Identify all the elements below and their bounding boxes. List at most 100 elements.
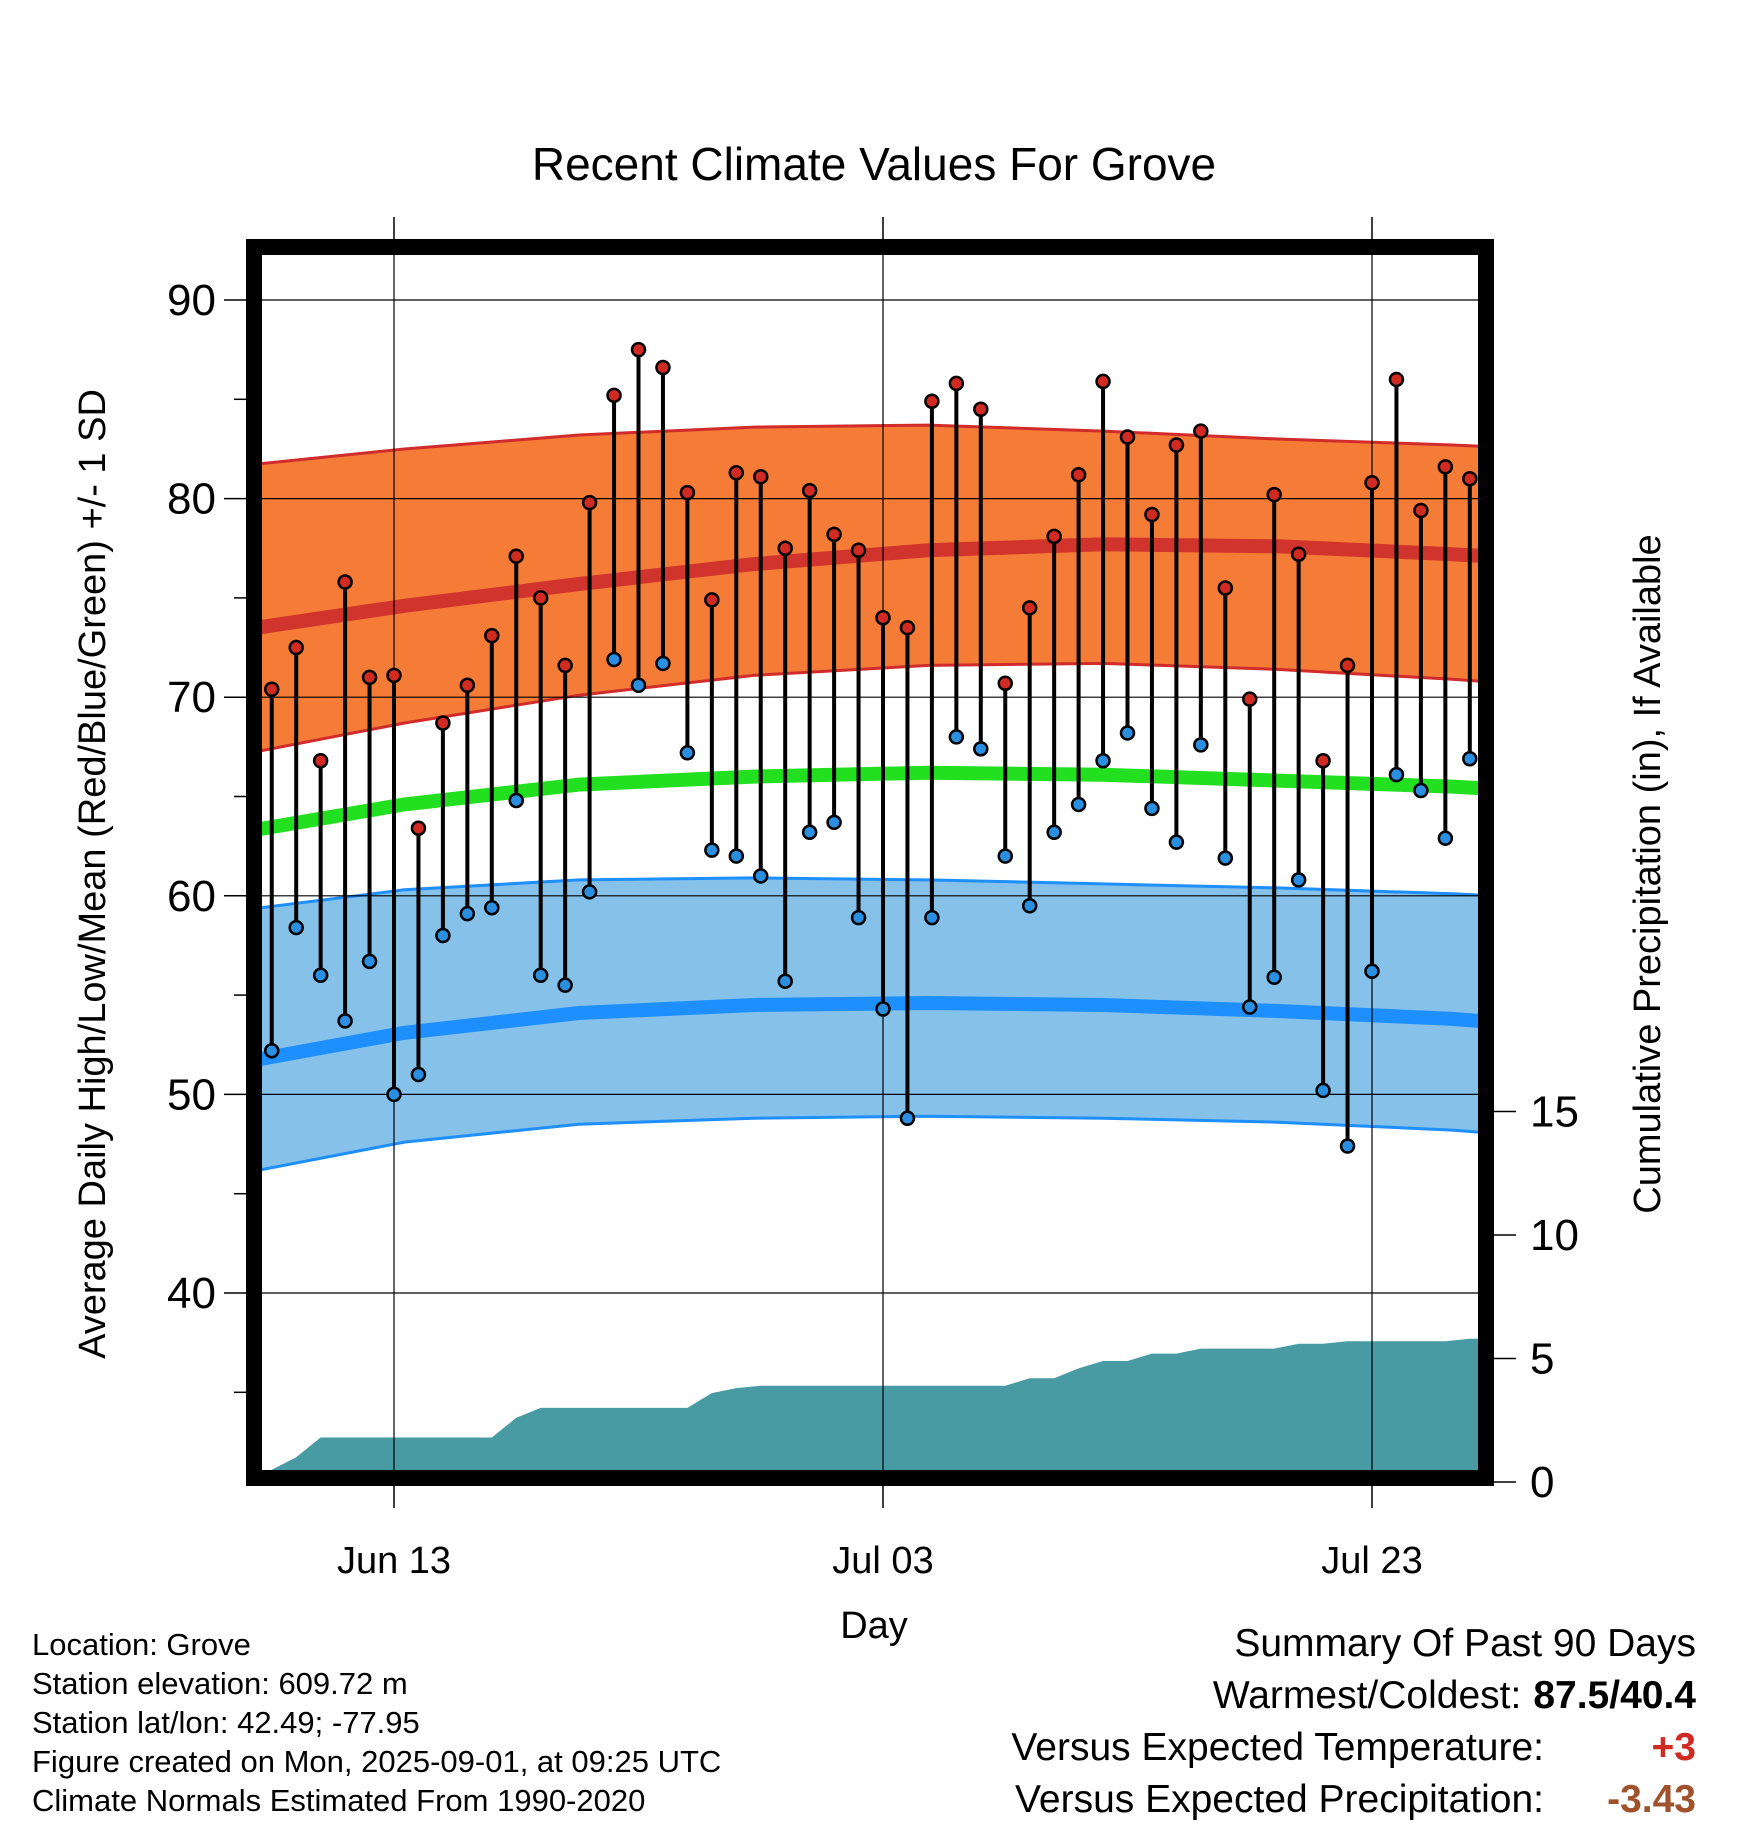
- daily-low-point: [264, 1042, 280, 1059]
- daily-high-point: [1217, 580, 1234, 596]
- daily-low-point: [459, 905, 476, 922]
- prcp-value: -3.43: [1607, 1778, 1696, 1821]
- location-text: Location: Grove: [32, 1627, 251, 1662]
- daily-low-point: [606, 651, 622, 668]
- daily-low-point: [1242, 999, 1258, 1015]
- daily-high-point: [1168, 437, 1185, 453]
- daily-low-point: [1683, 933, 1696, 946]
- normal-low-band-upper-edge: [254, 876, 1486, 911]
- daily-low-point: [924, 909, 940, 926]
- daily-low-point: [1437, 830, 1454, 846]
- daily-high-point: [557, 657, 573, 674]
- daily-high-point: [1683, 490, 1696, 503]
- daily-high-point: [361, 669, 378, 686]
- daily-high-point: [1437, 459, 1454, 475]
- daily-high-point: [1537, 438, 1550, 451]
- daily-low-point: [1144, 800, 1160, 817]
- daily-low-point: [361, 953, 378, 970]
- daily-low-point: [850, 909, 867, 926]
- daily-low-point: [1708, 812, 1721, 825]
- y2-tick-label: 15: [1530, 1088, 1579, 1137]
- daily-low-point: [484, 899, 500, 916]
- daily-low-point: [1168, 834, 1185, 850]
- daily-high-point: [1070, 467, 1087, 483]
- daily-high-point: [459, 677, 476, 694]
- daily-high-point: [655, 359, 671, 376]
- summary-heading: Summary Of Past 90 Days: [1234, 1622, 1696, 1665]
- daily-high-point: [973, 401, 989, 417]
- daily-high-point: [997, 675, 1013, 692]
- daily-low-point: [288, 919, 304, 936]
- daily-low-point: [1095, 753, 1111, 769]
- y-tick-label: 60: [167, 872, 216, 921]
- plot-frame: [246, 239, 1494, 1486]
- daily-low-point: [1290, 872, 1307, 888]
- x-tick-label: Jul 03: [832, 1540, 933, 1582]
- daily-low-point: [410, 1066, 427, 1083]
- daily-high-point: [484, 627, 500, 644]
- daily-low-point: [143, 1048, 156, 1061]
- daily-high-point: [386, 667, 402, 684]
- daily-high-point: [264, 681, 280, 698]
- daily-high-point: [581, 494, 598, 511]
- daily-high-point: [1561, 746, 1574, 759]
- daily-high-point: [948, 375, 965, 392]
- precip-area: [254, 1338, 1486, 1478]
- daily-high-point: [924, 393, 940, 410]
- x-tick-label: Jun 13: [337, 1540, 451, 1582]
- daily-high-point: [753, 469, 769, 485]
- warm-cold-label: Warmest/Coldest:: [1212, 1674, 1522, 1717]
- daily-high-point: [1315, 753, 1331, 769]
- temp-value: +3: [1651, 1726, 1696, 1769]
- latlon-text: Station lat/lon: 42.49; -77.95: [32, 1705, 420, 1740]
- daily-high-point: [410, 820, 427, 837]
- daily-high-point: [1021, 600, 1038, 616]
- x-tick-label: Jul 23: [1321, 1540, 1422, 1582]
- daily-low-point: [435, 927, 451, 944]
- daily-low-point: [948, 729, 965, 745]
- temp-label: Versus Expected Temperature:: [1011, 1726, 1544, 1769]
- daily-low-point: [1586, 1094, 1599, 1107]
- y-tick-label: 50: [167, 1070, 216, 1119]
- normal-mean-line: [254, 765, 1486, 838]
- daily-low-point: [875, 1001, 891, 1017]
- daily-high-point: [1242, 691, 1258, 707]
- daily-low-point: [1046, 824, 1062, 840]
- daily-low-point: [532, 967, 549, 983]
- daily-low-point: [704, 842, 720, 858]
- daily-high-point: [1388, 371, 1405, 388]
- daily-low-point: [655, 655, 671, 672]
- daily-high-point: [435, 715, 451, 731]
- daily-low-point: [1070, 796, 1087, 813]
- daily-high-point: [1095, 373, 1111, 390]
- warm-cold-value: 87.5/40.4: [1533, 1674, 1696, 1717]
- daily-low-point: [630, 677, 647, 694]
- daily-low-point: [1388, 766, 1405, 783]
- daily-high-point: [1046, 528, 1062, 545]
- created-text: Figure created on Mon, 2025-09-01, at 09…: [32, 1744, 722, 1779]
- summary-prcp: Versus Expected Precipitation: -3.43: [1011, 1774, 1696, 1826]
- summary-temp: Versus Expected Temperature: +3: [1011, 1722, 1696, 1774]
- daily-low-point: [1021, 897, 1038, 914]
- daily-high-point: [216, 770, 229, 783]
- daily-high-point: [1266, 486, 1282, 503]
- x-axis-label: Day: [840, 1605, 908, 1647]
- daily-high-point: [1610, 695, 1623, 708]
- daily-low-point: [1193, 737, 1209, 753]
- daily-low-point: [337, 1013, 353, 1029]
- daily-low-point: [1266, 969, 1282, 985]
- daily-low-point: [728, 848, 745, 864]
- daily-low-point: [1339, 1138, 1356, 1154]
- daily-high-point: [312, 753, 329, 769]
- plot-content: [143, 247, 1721, 1478]
- daily-low-point: [801, 824, 818, 840]
- daily-low-point: [1462, 751, 1478, 767]
- daily-high-point: [532, 590, 549, 606]
- daily-high-point: [288, 639, 304, 656]
- y-tick-label: 80: [167, 475, 216, 524]
- daily-high-point: [1586, 738, 1599, 751]
- daily-high-point: [1193, 423, 1209, 439]
- daily-high-point: [1144, 506, 1160, 523]
- daily-low-point: [557, 977, 573, 993]
